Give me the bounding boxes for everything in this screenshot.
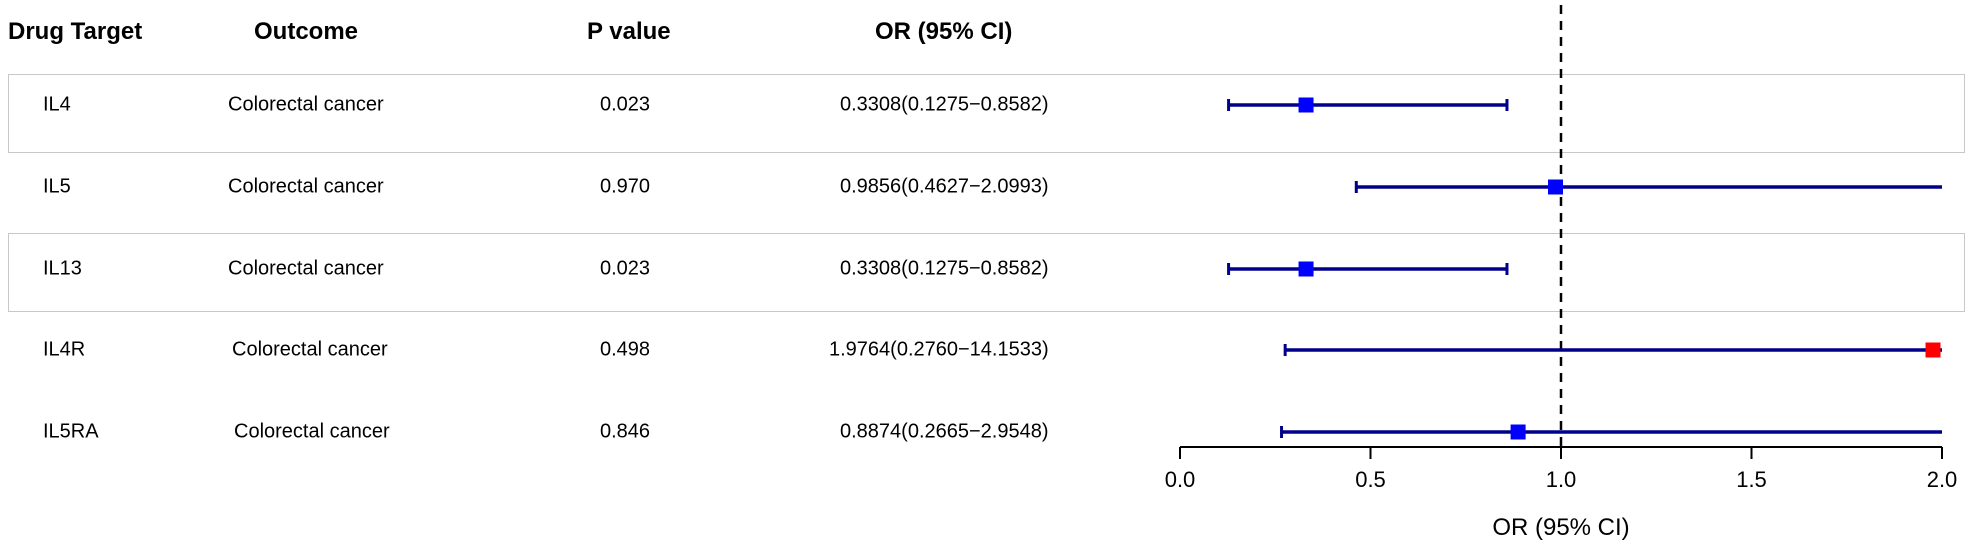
header-or-ci: OR (95% CI): [875, 18, 1013, 45]
row-target: IL13: [43, 257, 82, 280]
point-il4: [1298, 97, 1314, 113]
point-il5ra: [1510, 424, 1526, 440]
row-or-text: 0.3308(0.1275−0.8582): [840, 257, 1049, 280]
row-band-3: [8, 233, 1965, 312]
row-or-text: 0.3308(0.1275−0.8582): [840, 93, 1049, 116]
header-drug-target: Drug Target: [8, 18, 143, 45]
x-tick-label: 1.0: [1546, 467, 1577, 492]
row-or-text: 0.9856(0.4627−2.0993): [840, 175, 1049, 198]
row-p-value: 0.023: [600, 93, 651, 116]
row-or-text: 1.9764(0.2760−14.1533): [829, 338, 1049, 361]
x-axis-label: OR (95% CI): [1492, 514, 1629, 541]
row-p-value: 0.498: [600, 338, 651, 361]
header-p-value: P value: [587, 18, 671, 45]
row-p-value: 0.023: [600, 257, 651, 280]
point-il13: [1298, 261, 1314, 277]
row-p-value: 0.846: [600, 420, 651, 443]
row-outcome: Colorectal cancer: [228, 93, 384, 116]
row-band-1: [8, 74, 1965, 153]
point-il4r: [1925, 342, 1941, 358]
point-il5: [1548, 179, 1564, 195]
x-tick-label: 0.0: [1165, 467, 1196, 492]
row-target: IL4R: [43, 338, 86, 361]
row-target: IL5RA: [43, 420, 99, 443]
row-target: IL5: [43, 175, 71, 198]
row-target: IL4: [43, 93, 71, 116]
row-outcome: Colorectal cancer: [228, 175, 384, 198]
header-outcome: Outcome: [254, 18, 359, 45]
row-outcome: Colorectal cancer: [234, 420, 390, 443]
row-or-text: 0.8874(0.2665−2.9548): [840, 420, 1049, 443]
row-p-value: 0.970: [600, 175, 651, 198]
x-tick-label: 2.0: [1927, 467, 1958, 492]
x-tick-label: 0.5: [1355, 467, 1386, 492]
x-tick-label: 1.5: [1736, 467, 1767, 492]
row-outcome: Colorectal cancer: [232, 338, 388, 361]
row-outcome: Colorectal cancer: [228, 257, 384, 280]
